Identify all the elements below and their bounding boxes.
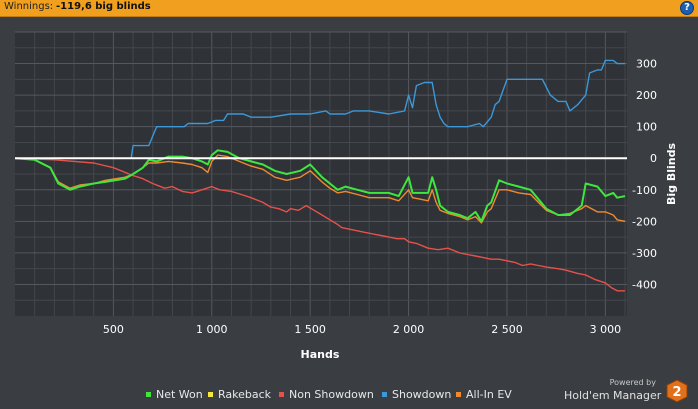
y-tick-label: 300	[636, 58, 657, 71]
y-tick-label: 100	[636, 121, 657, 134]
powered-by-text: Powered by	[609, 378, 656, 387]
y-tick-label: 0	[650, 152, 657, 165]
x-tick-labels: 500 1 000 1 500 2 000 2 500 3 000	[103, 323, 621, 336]
y-tick-label: 200	[636, 89, 657, 102]
winnings-label: Winnings:	[4, 1, 54, 12]
brand-name: Hold'em Manager	[564, 389, 662, 402]
y-tick-label: -100	[632, 184, 657, 197]
legend-swatch	[456, 391, 461, 397]
logo-badge-number: 2	[672, 385, 681, 400]
series-line-showdown	[15, 59, 625, 159]
y-tick-label: -300	[632, 247, 657, 260]
x-tick-label: 1 500	[294, 323, 326, 336]
series-line-net-won	[14, 149, 626, 223]
x-tick-label: 1 000	[196, 323, 228, 336]
winnings-header: Winnings: -119,6 big blinds ?	[0, 0, 698, 17]
x-tick-label: 2 000	[393, 323, 425, 336]
legend-item-non-showdown[interactable]: Non Showdown	[279, 388, 374, 401]
legend-item-net-won[interactable]: Net Won	[146, 388, 203, 401]
legend-label: All-In EV	[466, 388, 512, 401]
chart-grid	[15, 31, 627, 316]
y-tick-label: -400	[632, 278, 657, 291]
holdem-manager-logo-icon: 2	[666, 379, 688, 403]
legend-swatch	[146, 391, 151, 397]
legend-item-showdown[interactable]: Showdown	[382, 388, 451, 401]
question-icon[interactable]: ?	[680, 1, 694, 15]
legend-swatch	[382, 391, 387, 397]
x-tick-label: 2 500	[491, 323, 523, 336]
branding: Powered by Hold'em Manager 2	[556, 376, 696, 406]
legend-label: Showdown	[392, 388, 452, 401]
legend-label: Non Showdown	[289, 388, 374, 401]
y-axis-title: Big Blinds	[665, 143, 678, 205]
x-tick-label: 500	[103, 323, 124, 336]
y-tick-labels: 300 200 100 0 -100 -200 -300 -400	[632, 58, 657, 292]
y-tick-label: -200	[632, 215, 657, 228]
x-tick-label: 3 000	[590, 323, 622, 336]
x-axis-title: Hands	[301, 348, 340, 361]
series-line-non-showdown	[14, 157, 625, 292]
legend-item-rakeback[interactable]: Rakeback	[208, 388, 271, 401]
legend-item-all-in-ev[interactable]: All-In EV	[456, 388, 512, 401]
legend-swatch	[279, 391, 284, 397]
legend-label: Net Won	[156, 388, 203, 401]
legend-label: Rakeback	[218, 388, 272, 401]
legend-swatch	[208, 391, 213, 397]
winnings-value: -119,6 big blinds	[56, 1, 151, 12]
